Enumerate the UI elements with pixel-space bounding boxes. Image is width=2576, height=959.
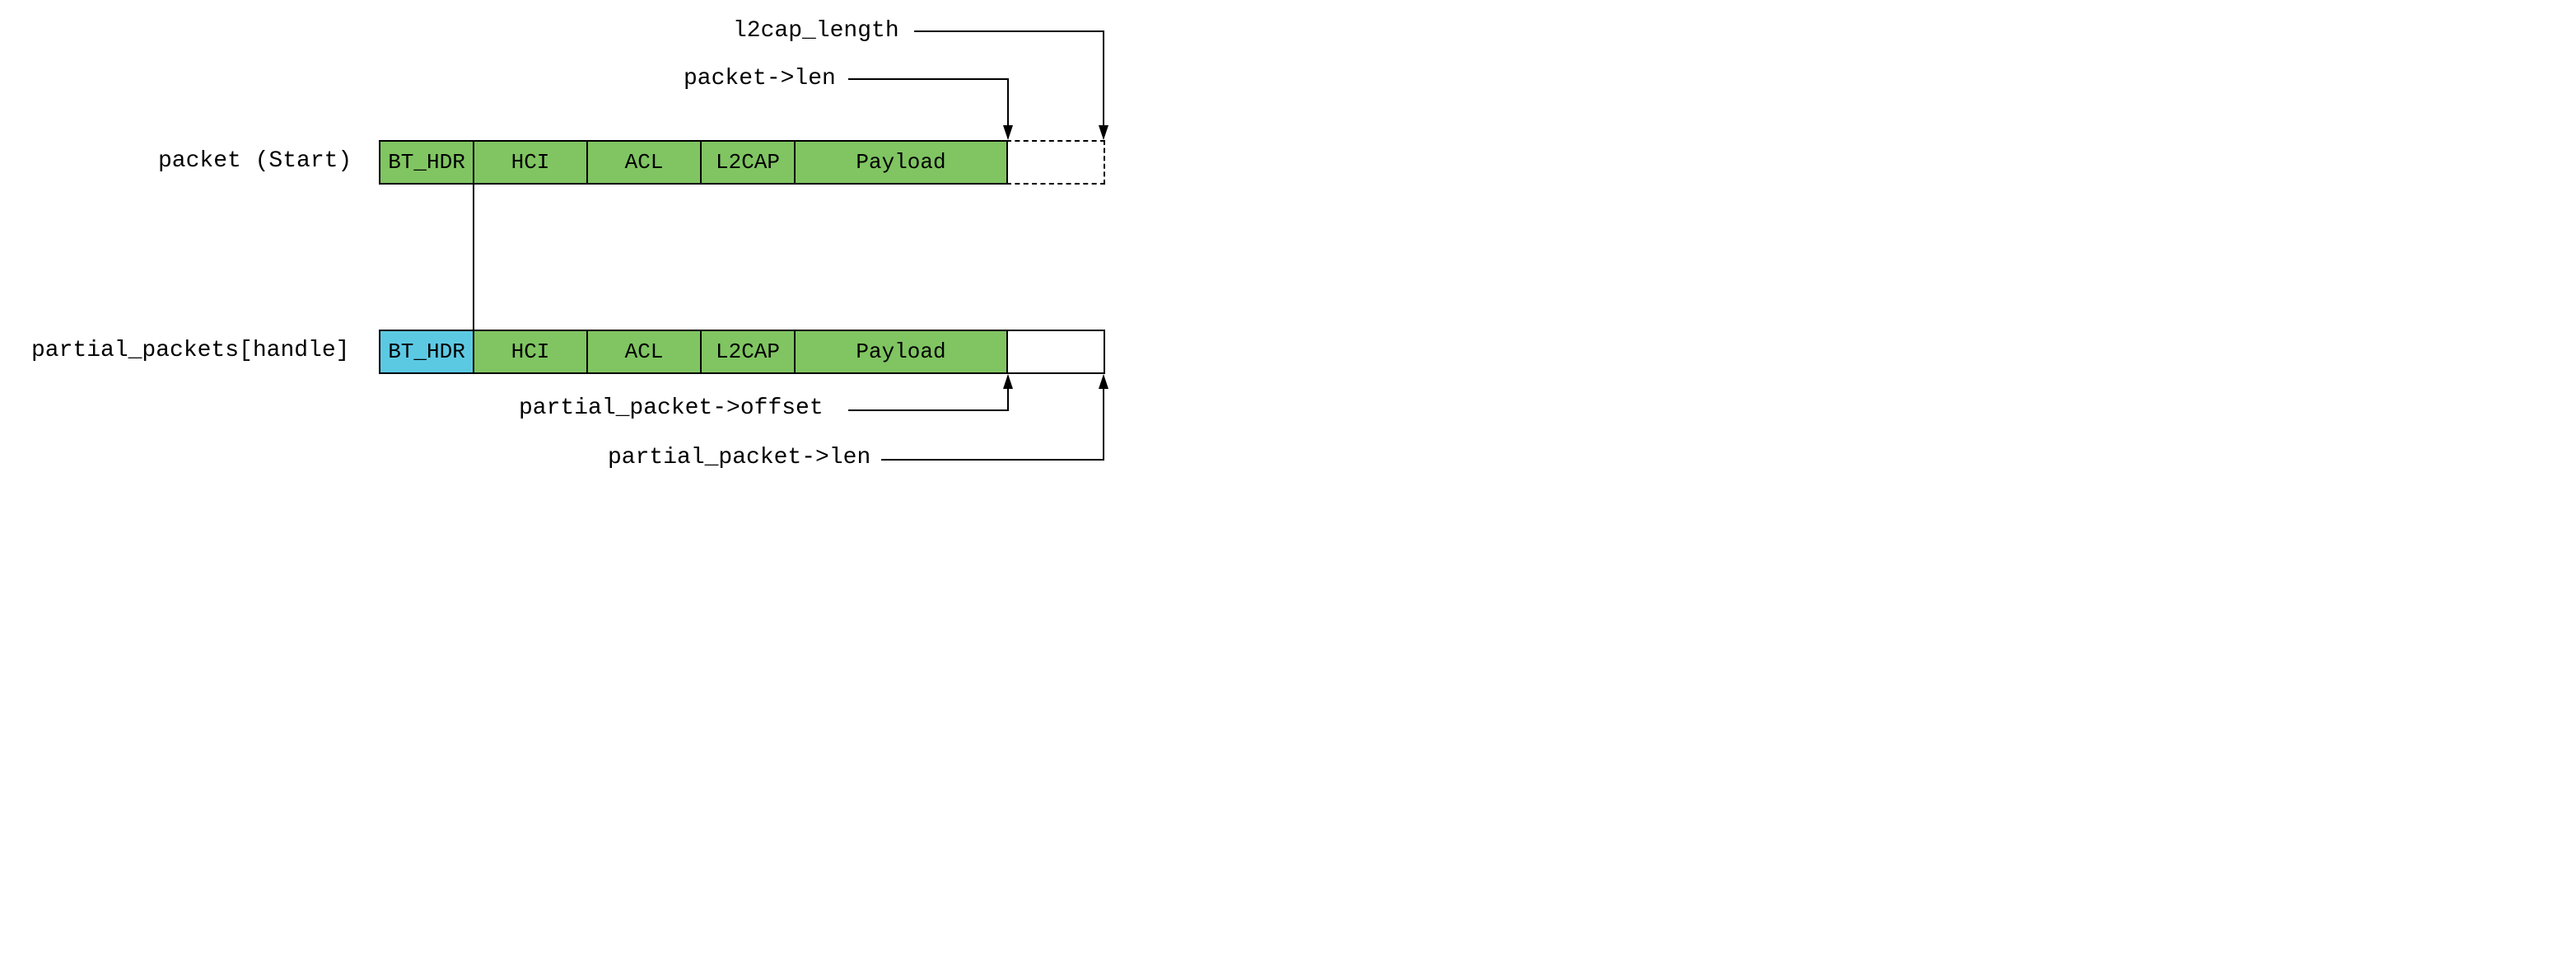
cell-l2cap-2: L2CAP [700,330,796,374]
cell-acl-2: ACL [586,330,702,374]
cell-payload-2: Payload [794,330,1008,374]
cell-hci: HCI [473,140,588,185]
label-l2cap-length: l2cap_length [733,18,899,44]
connector-overlay [16,16,1301,494]
label-packet-len: packet->len [684,66,836,91]
label-partial-packet-len: partial_packet->len [608,445,870,470]
cell-hci-2: HCI [473,330,588,374]
cell-extra-dashed [1006,140,1105,185]
cell-payload: Payload [794,140,1008,185]
cell-bt-hdr-2: BT_HDR [379,330,474,374]
cell-l2cap: L2CAP [700,140,796,185]
packet-diagram: l2cap_length packet->len packet (Start) … [16,16,1301,494]
cell-acl: ACL [586,140,702,185]
label-packet-start: packet (Start) [158,148,352,174]
packet-row-start: BT_HDR HCI ACL L2CAP Payload [379,140,1105,185]
cell-bt-hdr: BT_HDR [379,140,474,185]
label-partial-packets-handle: partial_packets[handle] [31,338,349,363]
label-partial-packet-offset: partial_packet->offset [519,395,824,421]
cell-extra-empty [1006,330,1105,374]
packet-row-partial: BT_HDR HCI ACL L2CAP Payload [379,330,1105,374]
